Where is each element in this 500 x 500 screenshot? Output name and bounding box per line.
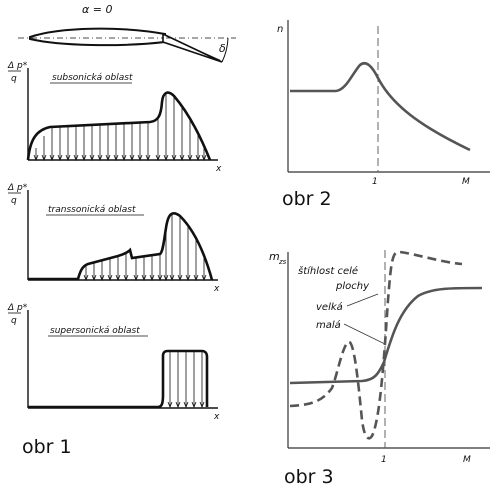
fig3-xlabel: M <box>463 455 471 465</box>
panel1-hatch-arrowhead <box>171 154 177 162</box>
figure2-caption: obr 2 <box>282 188 332 210</box>
panel2-hatch-arrowhead <box>201 274 207 282</box>
panel2-xlabel: x <box>213 284 220 294</box>
panel1-ylabel-num: Δ p* <box>7 61 28 71</box>
fig3-leader-small <box>343 323 386 345</box>
airfoil-body <box>29 27 166 47</box>
panel2-hatch-arrowhead <box>157 274 163 282</box>
panel1-title: subsonická oblast <box>52 73 133 83</box>
panel1-hatch-arrowhead <box>113 154 119 162</box>
fig3-ylabel: m <box>269 250 280 263</box>
panel-transonic: Δ p* q x transsonická oblast <box>7 183 220 294</box>
panel2-pressure-hatching <box>83 214 207 282</box>
panel1-hatch-arrowhead <box>89 154 95 162</box>
panel3-hatch-arrowhead <box>175 401 181 409</box>
panel1-hatch-arrowhead <box>41 154 47 162</box>
panel1-hatch-arrowhead <box>195 154 201 162</box>
panel2-title: transsonická oblast <box>48 205 136 215</box>
panel1-hatch-arrowhead <box>105 154 111 162</box>
panel2-hatch-arrowhead <box>163 274 169 282</box>
fig2-curve <box>290 61 471 152</box>
fig2-tick-1: 1 <box>372 177 378 187</box>
panel3-hatch-arrowhead <box>191 401 197 409</box>
panel-supersonic: Δ p* q x supersonická oblast <box>7 303 220 422</box>
flap-angle-label: δ <box>219 42 226 55</box>
panel2-ylabel-num: Δ p* <box>7 183 28 193</box>
figure1-caption: obr 1 <box>22 436 72 458</box>
fig3-tick-1: 1 <box>381 455 387 465</box>
panel2-hatch-arrowhead <box>133 274 139 282</box>
fig3-legend-large: velká <box>316 301 343 313</box>
panel1-xlabel: x <box>215 164 222 174</box>
fig3-ylabel-sub: zs <box>278 258 287 266</box>
panel1-hatch-arrowhead <box>57 154 63 162</box>
panel2-hatch-arrowhead <box>115 274 121 282</box>
flap-hatch <box>165 35 221 61</box>
panel1-pressure-curve <box>26 91 212 161</box>
panel1-hatch-arrowhead <box>65 154 71 162</box>
panel3-hatch-arrowhead <box>167 401 173 409</box>
panel2-hatch-arrowhead <box>83 274 89 282</box>
fig2-xlabel: M <box>462 177 470 187</box>
fig3-leader-large <box>346 293 379 307</box>
panel1-hatch-arrowhead <box>163 154 169 162</box>
panel1-hatch-arrowhead <box>187 154 193 162</box>
panel-subsonic: Δ p* q x subsonická oblast <box>7 61 222 174</box>
panel2-hatch-arrowhead <box>141 274 147 282</box>
panel2-hatch-arrowhead <box>193 274 199 282</box>
panel3-ylabel-den: q <box>11 316 17 326</box>
panel1-pressure-hatching <box>33 94 207 162</box>
panel1-hatch-arrowhead <box>179 154 185 162</box>
panel3-pressure-hatching <box>167 352 205 409</box>
panel2-hatch-arrowhead <box>91 274 97 282</box>
figure3-caption: obr 3 <box>284 466 334 488</box>
panel2-ylabel-den: q <box>11 196 17 206</box>
panel1-hatch-arrowhead <box>33 154 39 162</box>
panel3-pressure-curve <box>28 349 209 409</box>
panel2-hatch-arrowhead <box>123 274 129 282</box>
panel2-hatch-arrowhead <box>177 274 183 282</box>
panel1-hatch-arrowhead <box>145 154 151 162</box>
panel3-xlabel: x <box>213 412 220 422</box>
panel1-hatch-arrowhead <box>97 154 103 162</box>
panel3-title: supersonická oblast <box>50 326 140 336</box>
panel2-hatch-arrowhead <box>149 274 155 282</box>
panel1-ylabel-den: q <box>11 74 17 84</box>
panel1-hatch-arrowhead <box>121 154 127 162</box>
panel1-hatch-arrowhead <box>201 154 207 162</box>
panel2-hatch-arrowhead <box>99 274 105 282</box>
fig2-ylabel: n <box>277 24 283 35</box>
panel1-hatch-arrowhead <box>137 154 143 162</box>
fig3-legend-title-line2: plochy <box>335 281 370 292</box>
panel2-pressure-curve <box>28 212 214 281</box>
fig3-legend-title-line1: štíhlost celé <box>298 265 358 277</box>
airfoil-diagram: α = 0 δ <box>18 3 236 63</box>
figure1: α = 0 δ Δ p* q x subsonická oblast Δ p* <box>7 3 236 422</box>
panel1-hatch-arrowhead <box>73 154 79 162</box>
fig3-curve-dashed <box>289 250 463 440</box>
panel3-ylabel-num: Δ p* <box>7 303 28 313</box>
panel1-hatch-arrowhead <box>81 154 87 162</box>
panel2-hatch-arrowhead <box>107 274 113 282</box>
figure3: m zs 1 M štíhlost celé plochy velká malá <box>269 250 490 465</box>
panel1-hatch-arrowhead <box>155 154 161 162</box>
deflection-arc <box>221 37 229 63</box>
panel3-hatch-arrowhead <box>183 401 189 409</box>
fig3-legend-small: malá <box>316 319 341 331</box>
panel1-hatch-arrowhead <box>129 154 135 162</box>
angle-of-attack-label: α = 0 <box>82 3 112 16</box>
panel3-hatch-arrowhead <box>199 401 205 409</box>
figure2: n 1 M <box>277 20 490 187</box>
panel2-hatch-arrowhead <box>169 274 175 282</box>
panel2-hatch-arrowhead <box>185 274 191 282</box>
fig3-curve-solid <box>289 286 483 385</box>
panel1-hatch-arrowhead <box>49 154 55 162</box>
